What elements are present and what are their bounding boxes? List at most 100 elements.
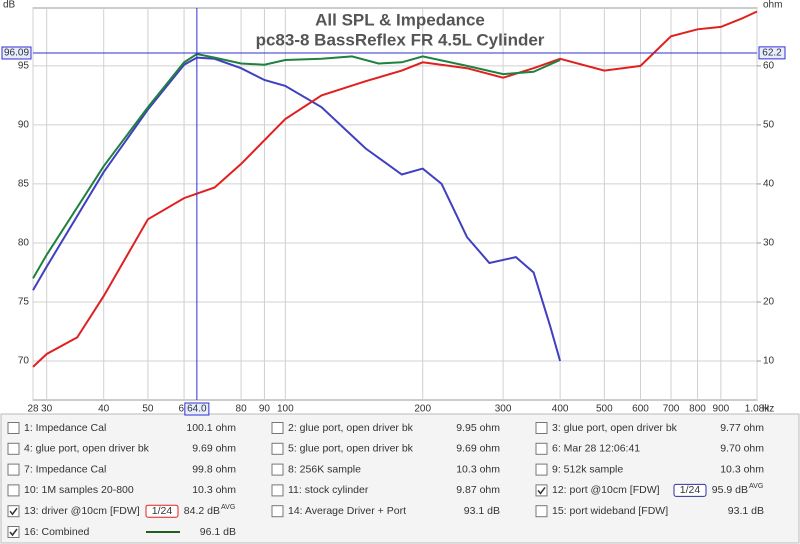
y2-unit: ohm bbox=[763, 0, 782, 11]
x-tick-label: 28 bbox=[27, 404, 39, 415]
check-mark bbox=[9, 507, 18, 516]
y-tick-label: 75 bbox=[18, 297, 30, 308]
checkbox[interactable] bbox=[271, 463, 284, 476]
x-tick-label: 100 bbox=[277, 404, 294, 415]
y2-tick-label: 50 bbox=[763, 120, 775, 131]
legend-value-sup: AVG bbox=[221, 504, 235, 511]
x-tick-label: 500 bbox=[596, 404, 613, 415]
legend-label: 1: Impedance Cal bbox=[24, 422, 106, 434]
checkbox[interactable] bbox=[535, 442, 548, 455]
y-unit: dB bbox=[3, 0, 16, 11]
cursor-y-label: 96.09 bbox=[4, 48, 29, 59]
legend-value: 93.1 dB bbox=[728, 505, 764, 517]
check-mark bbox=[9, 528, 18, 537]
y2-tick-label: 30 bbox=[763, 238, 775, 249]
x-tick-label: 800 bbox=[689, 404, 706, 415]
checkbox[interactable] bbox=[7, 484, 20, 497]
legend-value: 10.3 ohm bbox=[192, 484, 236, 496]
y-tick-label: 70 bbox=[18, 356, 30, 367]
legend-value: 9.69 ohm bbox=[192, 443, 236, 455]
checkbox[interactable] bbox=[535, 484, 548, 497]
check-mark bbox=[537, 486, 546, 495]
x-tick-label: 300 bbox=[495, 404, 512, 415]
x-tick-label: 200 bbox=[414, 404, 431, 415]
checkbox[interactable] bbox=[7, 505, 20, 518]
smoothing-label: 1/24 bbox=[152, 505, 173, 517]
series-line bbox=[32, 10, 758, 368]
checkbox[interactable] bbox=[7, 526, 20, 538]
checkbox[interactable] bbox=[271, 422, 284, 434]
checkbox[interactable] bbox=[535, 422, 548, 434]
legend-label: 6: Mar 28 12:06:41 bbox=[552, 443, 640, 455]
legend-panel bbox=[0, 413, 800, 544]
checkbox[interactable] bbox=[271, 442, 284, 455]
legend-value: 9.69 ohm bbox=[456, 443, 500, 455]
x-tick-label: 700 bbox=[663, 404, 680, 415]
legend-value: 10.3 ohm bbox=[456, 463, 500, 475]
legend-value: 100.1 ohm bbox=[186, 422, 236, 434]
legend-label: 10: 1M samples 20-800 bbox=[24, 484, 134, 496]
checkbox[interactable] bbox=[535, 505, 548, 518]
legend-label: 12: port @10cm [FDW] bbox=[552, 484, 660, 496]
x-tick-label: 90 bbox=[259, 404, 271, 415]
checkbox[interactable] bbox=[7, 463, 20, 476]
checkbox[interactable] bbox=[7, 422, 20, 434]
checkbox[interactable] bbox=[7, 442, 20, 455]
cursor-y2-label-box bbox=[758, 46, 786, 60]
legend-label: 13: driver @10cm [FDW] bbox=[24, 505, 140, 517]
legend-value: 9.87 ohm bbox=[456, 484, 500, 496]
smoothing-label: 1/24 bbox=[680, 484, 701, 496]
checkbox[interactable] bbox=[535, 463, 548, 476]
cursor-x-label: 64.0 bbox=[187, 404, 207, 415]
legend-label: 9: 512k sample bbox=[552, 463, 623, 475]
legend-value: 95.9 dB bbox=[712, 484, 748, 496]
legend-value-sup: AVG bbox=[749, 483, 763, 490]
legend-label: 15: port wideband [FDW] bbox=[552, 505, 668, 517]
cursor-y-label-box bbox=[1, 46, 32, 60]
chart-subtitle: pc83-8 BassReflex FR 4.5L Cylinder bbox=[256, 30, 545, 49]
legend-value: 9.95 ohm bbox=[456, 422, 500, 434]
y2-tick-label: 40 bbox=[763, 179, 775, 190]
y-tick-label: 80 bbox=[18, 238, 30, 249]
legend-value: 99.8 ohm bbox=[192, 463, 236, 475]
legend-value: 10.3 ohm bbox=[720, 463, 764, 475]
legend-label: 3: glue port, open driver bk bbox=[552, 422, 678, 434]
y2-tick-label: 20 bbox=[763, 297, 775, 308]
y-tick-label: 85 bbox=[18, 179, 30, 190]
x-tick-label: 900 bbox=[713, 404, 730, 415]
x-tick-label: 600 bbox=[632, 404, 649, 415]
y-tick-label: 90 bbox=[18, 120, 30, 131]
smoothing-box bbox=[145, 504, 179, 518]
chart-title: All SPL & Impedance bbox=[315, 10, 485, 29]
legend-value: 9.70 ohm bbox=[720, 443, 764, 455]
x-tick-label: 80 bbox=[236, 404, 248, 415]
y2-tick-label: 60 bbox=[763, 60, 775, 71]
x-tick-label: 30 bbox=[41, 404, 53, 415]
series-line bbox=[32, 52, 561, 279]
checkbox[interactable] bbox=[271, 484, 284, 497]
x-tick-label: 1.08k bbox=[745, 404, 770, 415]
x-tick-label: 50 bbox=[142, 404, 154, 415]
legend-value: 96.1 dB bbox=[200, 526, 236, 538]
legend-label: 7: Impedance Cal bbox=[24, 463, 106, 475]
legend-label: 14: Average Driver + Port bbox=[288, 505, 406, 517]
y2-tick-label: 10 bbox=[763, 356, 775, 367]
smoothing-box bbox=[673, 483, 707, 497]
legend-label: 8: 256K sample bbox=[288, 463, 361, 475]
series-line bbox=[32, 56, 562, 362]
legend-label: 5: glue port, open driver bk bbox=[288, 443, 414, 455]
legend-label: 4: glue port, open driver bk bbox=[24, 443, 150, 455]
x-tick-label: 60 bbox=[179, 404, 191, 415]
legend-label: 16: Combined bbox=[24, 526, 90, 538]
y-tick-label: 95 bbox=[18, 60, 30, 71]
checkbox[interactable] bbox=[271, 505, 284, 518]
legend-value: 9.77 ohm bbox=[720, 422, 764, 434]
legend-label: 2: glue port, open driver bk bbox=[288, 422, 414, 434]
plot-frame bbox=[32, 7, 758, 401]
x-tick-label: 40 bbox=[98, 404, 110, 415]
x-unit: Hz bbox=[762, 404, 774, 415]
x-tick-label: 400 bbox=[552, 404, 569, 415]
cursor-x-label-box bbox=[184, 402, 210, 416]
legend-value: 84.2 dB bbox=[184, 505, 220, 517]
